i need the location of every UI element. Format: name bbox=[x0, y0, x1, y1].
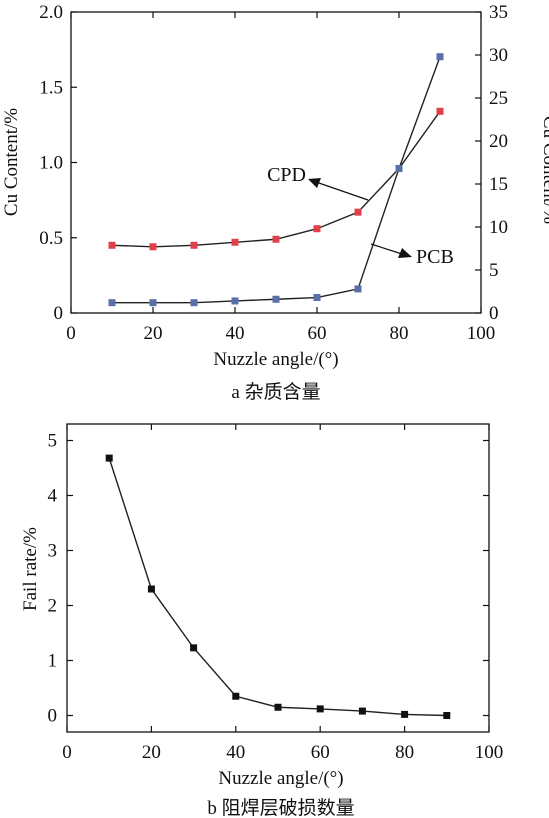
data-point-pcb bbox=[149, 299, 157, 307]
data-point-pcb bbox=[108, 299, 116, 307]
chart-a-x-tick-label: 20 bbox=[144, 323, 163, 344]
chart-b-x-label: Nuzzle angle/(°) bbox=[218, 768, 343, 789]
chart-a-left-y-tick-label: 0 bbox=[54, 303, 64, 324]
data-point-pcb bbox=[313, 294, 321, 302]
data-point-pcb bbox=[395, 165, 403, 173]
chart-a-right-y-label: Cu Content/% bbox=[539, 116, 549, 224]
chart-b-x-tick-label: 20 bbox=[142, 742, 161, 763]
data-point-pcb bbox=[272, 295, 280, 303]
chart-a-x-tick-label: 0 bbox=[66, 323, 76, 344]
chart-b-y-tick-label: 1 bbox=[48, 651, 58, 672]
data-point-cpd bbox=[313, 225, 321, 233]
pcb-annotation-arrow bbox=[370, 243, 403, 255]
chart-b-y-tick-label: 3 bbox=[48, 541, 58, 562]
data-point-fail-rate bbox=[190, 644, 198, 652]
chart-a-x-tick-label: 40 bbox=[226, 323, 245, 344]
chart-a-caption: a 杂质含量 bbox=[231, 381, 320, 403]
chart-a-right-y-tick-label: 0 bbox=[489, 303, 499, 324]
chart-b-y-tick-label: 5 bbox=[48, 431, 58, 452]
chart-a-right-y-tick-label: 20 bbox=[489, 131, 508, 152]
chart-a-left-y-tick-label: 2.0 bbox=[39, 2, 63, 23]
data-point-cpd bbox=[149, 243, 157, 251]
chart-a-x-tick-label: 80 bbox=[390, 323, 409, 344]
data-point-fail-rate bbox=[316, 705, 324, 713]
chart-a-x-tick-label: 60 bbox=[308, 323, 327, 344]
chart-b-x-tick-label: 0 bbox=[62, 742, 72, 763]
chart-b-x-tick-label: 80 bbox=[395, 742, 414, 763]
chart-a-right-y-tick-label: 15 bbox=[489, 174, 508, 195]
data-point-fail-rate bbox=[274, 703, 282, 711]
data-point-fail-rate bbox=[358, 707, 366, 715]
chart-b-y-tick-label: 4 bbox=[48, 486, 58, 507]
data-point-fail-rate bbox=[443, 712, 451, 719]
chart-a-right-y-tick-label: 25 bbox=[489, 88, 508, 109]
chart-a-left-y-tick-label: 1.0 bbox=[39, 153, 63, 174]
data-point-pcb bbox=[436, 53, 444, 61]
chart-b-x-tick-label: 60 bbox=[311, 742, 330, 763]
cpd-annotation-label: CPD bbox=[267, 164, 306, 186]
cpd-arrowhead bbox=[308, 178, 321, 188]
data-point-cpd bbox=[190, 241, 198, 249]
chart-b-x-tick-label: 100 bbox=[475, 742, 504, 763]
chart-a-right-y-tick-label: 10 bbox=[489, 217, 508, 238]
chart-b-y-label: Fail rate/% bbox=[20, 527, 41, 611]
chart-a: 0 20 40 60 80 100 0 0.5 1.0 1.5 2.0 0 5 10 15 20 25 30 3… bbox=[1, 2, 549, 403]
chart-b-frame bbox=[66, 423, 490, 733]
cpd-annotation-arrow bbox=[315, 181, 369, 201]
series-line-fail-rate bbox=[108, 457, 447, 717]
chart-b-x-tick-label: 40 bbox=[226, 742, 245, 763]
data-point-pcb bbox=[231, 297, 239, 305]
data-point-cpd bbox=[272, 235, 280, 243]
chart-b-y-tick-label: 0 bbox=[48, 706, 58, 727]
chart-b-y-tick-label: 2 bbox=[48, 596, 58, 617]
data-point-pcb bbox=[190, 299, 198, 307]
chart-a-right-y-tick-label: 30 bbox=[489, 45, 508, 66]
data-point-cpd bbox=[436, 107, 444, 115]
data-point-fail-rate bbox=[232, 692, 240, 700]
data-point-pcb bbox=[354, 285, 362, 293]
data-point-cpd bbox=[354, 208, 362, 216]
chart-a-x-tick-label: 100 bbox=[467, 323, 496, 344]
data-point-cpd bbox=[231, 238, 239, 246]
data-point-fail-rate bbox=[401, 710, 409, 718]
pcb-arrowhead bbox=[398, 248, 412, 258]
data-point-cpd bbox=[108, 241, 116, 249]
chart-a-right-y-tick-label: 5 bbox=[489, 260, 499, 281]
chart-a-left-y-tick-label: 1.5 bbox=[39, 77, 63, 98]
chart-a-left-y-tick-label: 0.5 bbox=[39, 228, 63, 249]
pcb-annotation-label: PCB bbox=[416, 246, 454, 268]
data-point-fail-rate bbox=[147, 585, 155, 593]
chart-a-left-y-label: Cu Content/% bbox=[1, 108, 22, 216]
chart-a-right-y-tick-label: 35 bbox=[489, 2, 508, 23]
chart-b: 0 20 40 60 80 100 0 1 2 3 4 5 Nuzzle angle/(°) Fai… bbox=[20, 423, 504, 818]
chart-a-x-label: Nuzzle angle/(°) bbox=[213, 349, 338, 370]
chart-b-caption: b 阻焊层破损数量 bbox=[207, 797, 354, 818]
data-point-fail-rate bbox=[105, 454, 113, 462]
